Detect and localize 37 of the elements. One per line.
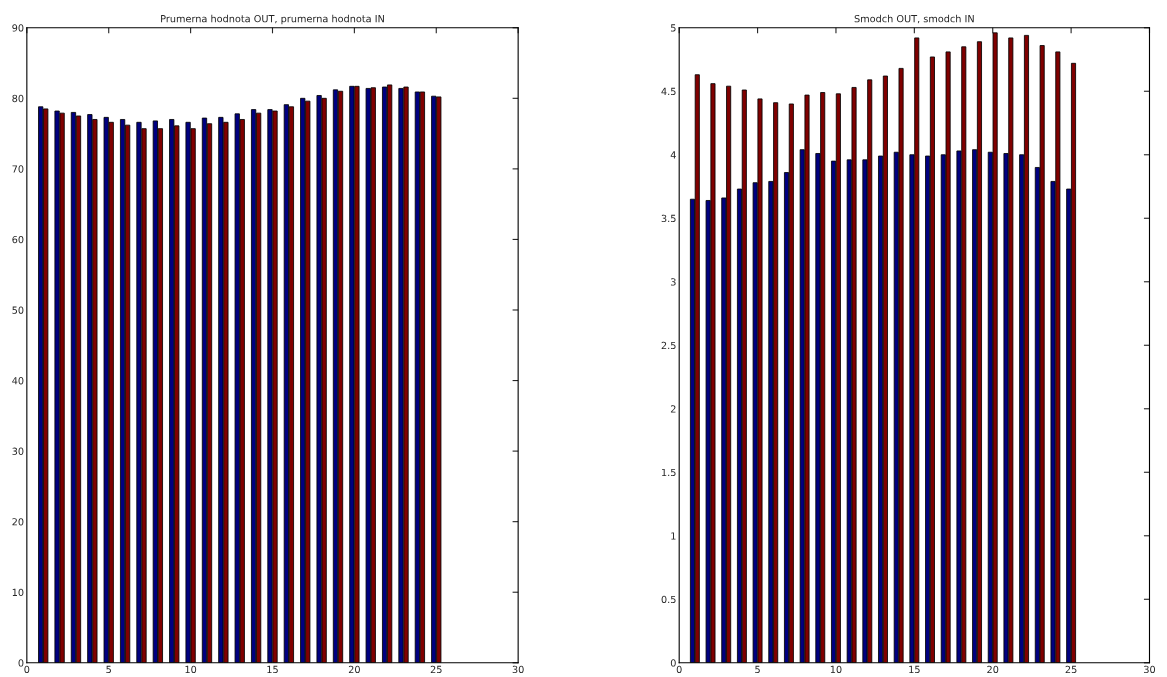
- x-tick-label: 20: [348, 665, 360, 674]
- y-tick-label: 4.5: [661, 87, 676, 96]
- y-tick-label: 3: [670, 278, 676, 286]
- y-tick-label: 40: [12, 377, 24, 385]
- x-tick-label: 15: [909, 665, 920, 674]
- y-tick-label: 20: [12, 518, 24, 526]
- x-tick-label: 10: [185, 665, 197, 674]
- y-tick-label: 3.5: [661, 214, 676, 223]
- y-tick-label: 4: [670, 151, 676, 159]
- y-tick-label: 2.5: [661, 341, 676, 350]
- y-tick-label: 1.5: [662, 468, 676, 477]
- y-tick-label: 0.5: [661, 595, 676, 604]
- chart-title: Prumerna hodnota OUT, prumerna hodnota IN: [161, 14, 384, 25]
- y-tick-label: 1: [671, 532, 676, 540]
- y-tick-label: 2: [670, 405, 676, 413]
- y-tick-label: 0: [18, 659, 24, 667]
- y-tick-label: 0: [670, 659, 676, 667]
- x-tick-label: 30: [1144, 665, 1156, 674]
- x-tick-label: 0: [24, 665, 30, 674]
- x-tick-label: 20: [987, 665, 999, 674]
- x-tick-label: 25: [430, 665, 442, 674]
- y-tick-label: 80: [12, 94, 24, 103]
- x-tick-label: 0: [676, 665, 682, 674]
- x-tick-label: 15: [267, 665, 278, 674]
- y-tick-label: 5: [670, 24, 676, 32]
- y-tick-label: 70: [12, 165, 24, 173]
- x-tick-label: 10: [830, 665, 842, 674]
- y-tick-label: 30: [12, 447, 24, 455]
- x-tick-label: 5: [755, 665, 760, 674]
- y-tick-label: 10: [12, 588, 24, 597]
- y-tick-label: 50: [12, 306, 24, 314]
- chart-title: Smodch OUT, smodch IN: [854, 14, 974, 24]
- y-tick-label: 90: [12, 24, 24, 32]
- y-tick-label: 60: [12, 235, 24, 244]
- x-tick-label: 5: [106, 665, 111, 674]
- x-tick-label: 30: [512, 665, 524, 674]
- x-tick-label: 25: [1065, 665, 1077, 674]
